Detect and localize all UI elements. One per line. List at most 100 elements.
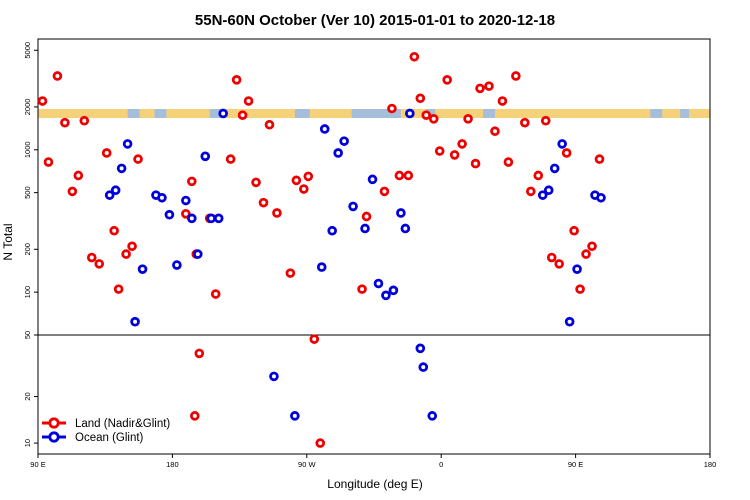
data-point-land	[109, 225, 119, 236]
data-point-ocean	[316, 262, 327, 272]
data-point-land	[587, 241, 597, 252]
data-point-land	[243, 96, 254, 106]
band-land	[689, 109, 710, 118]
x-tick-label: 90 W	[298, 460, 316, 469]
legend-label-ocean: Ocean (Glint)	[75, 432, 144, 444]
data-point-land	[484, 81, 494, 91]
data-point-land	[67, 186, 78, 197]
data-point-land	[127, 241, 137, 252]
data-point-ocean	[172, 260, 182, 270]
data-point-land	[60, 117, 70, 128]
x-tick-label: 180	[166, 460, 179, 469]
data-point-land	[303, 171, 314, 182]
data-point-land	[231, 75, 242, 85]
data-point-land	[291, 175, 302, 186]
data-point-land	[463, 114, 473, 124]
land-ocean-band	[38, 109, 710, 118]
data-point-land	[113, 284, 124, 294]
data-point-land	[394, 170, 405, 181]
band-land	[38, 109, 128, 118]
data-point-land	[470, 158, 481, 169]
y-axis: 50 100 200 500 1000 2000 5000 10 20	[23, 42, 38, 447]
data-point-land	[415, 93, 426, 104]
data-point-ocean	[181, 195, 191, 206]
data-point-land	[79, 115, 90, 126]
legend-label-land: Land (Nadir&Glint)	[75, 418, 170, 430]
data-point-land	[428, 114, 439, 124]
data-point-land	[569, 225, 579, 236]
data-point-ocean	[415, 343, 426, 354]
y-tick-label: 50	[23, 331, 32, 339]
band-land	[139, 109, 155, 118]
data-point-ocean	[427, 411, 438, 421]
data-point-ocean	[192, 249, 203, 259]
data-point-ocean	[122, 139, 133, 149]
data-point-ocean	[537, 190, 548, 200]
data-point-land	[525, 186, 536, 197]
x-tick-label: 180	[704, 460, 717, 469]
data-point-land	[190, 411, 200, 421]
data-point-land	[272, 208, 282, 218]
legend-marker-land	[48, 417, 60, 429]
y-tick-label: 100	[23, 286, 32, 299]
band-land	[494, 109, 651, 118]
band-land	[309, 109, 352, 118]
y-tick-label: 10	[23, 439, 32, 447]
data-point-land	[490, 126, 500, 137]
data-point-land	[101, 148, 112, 158]
data-point-ocean	[290, 411, 300, 421]
legend-marker-ocean	[48, 431, 60, 443]
data-point-land	[409, 51, 420, 62]
data-point-ocean	[200, 151, 211, 162]
legend-item-land: Land (Nadir&Glint)	[42, 417, 170, 430]
data-point-land	[403, 170, 414, 181]
data-point-land	[503, 157, 514, 167]
y-tick-label: 500	[23, 186, 32, 199]
data-point-ocean	[333, 148, 343, 158]
chart-title: 55N-60N October (Ver 10) 2015-01-01 to 2…	[195, 12, 555, 29]
data-point-ocean	[564, 316, 575, 327]
data-point-land	[457, 139, 467, 149]
data-point-ocean	[137, 264, 148, 274]
data-point-land	[594, 154, 605, 164]
legend-item-ocean: Ocean (Glint)	[42, 431, 144, 444]
data-point-land	[475, 83, 485, 94]
data-point-land	[309, 334, 320, 344]
data-point-land	[449, 150, 460, 160]
data-point-land	[421, 110, 432, 120]
data-point-land	[73, 170, 84, 181]
data-point-land	[442, 75, 452, 85]
y-tick-label: 5000	[23, 42, 32, 59]
data-point-land	[533, 170, 544, 181]
y-tick-label: 200	[23, 243, 32, 256]
data-point-land	[361, 211, 372, 222]
data-points	[37, 51, 606, 448]
data-point-ocean	[572, 264, 582, 274]
x-tick-label: 0	[439, 460, 443, 469]
data-point-ocean	[557, 139, 567, 149]
data-point-ocean	[157, 192, 167, 203]
data-point-land	[251, 177, 261, 188]
data-point-ocean	[381, 290, 391, 301]
data-point-land	[237, 110, 248, 120]
data-point-land	[315, 438, 326, 448]
data-point-land	[258, 197, 269, 208]
data-point-land	[357, 284, 367, 294]
data-point-land	[133, 154, 143, 164]
data-point-land	[546, 252, 557, 263]
data-point-land	[299, 184, 309, 194]
data-point-land	[581, 249, 591, 259]
data-point-land	[520, 117, 530, 128]
data-point-ocean	[388, 285, 399, 296]
x-tick-label: 90 E	[568, 460, 583, 469]
data-point-ocean	[327, 225, 337, 236]
data-point-land	[285, 268, 296, 278]
data-point-ocean	[187, 213, 197, 224]
data-point-land	[561, 148, 572, 158]
data-point-ocean	[596, 192, 606, 203]
data-point-ocean	[110, 185, 121, 196]
data-point-land	[187, 176, 197, 187]
data-point-ocean	[373, 278, 384, 289]
data-point-land	[511, 71, 521, 81]
